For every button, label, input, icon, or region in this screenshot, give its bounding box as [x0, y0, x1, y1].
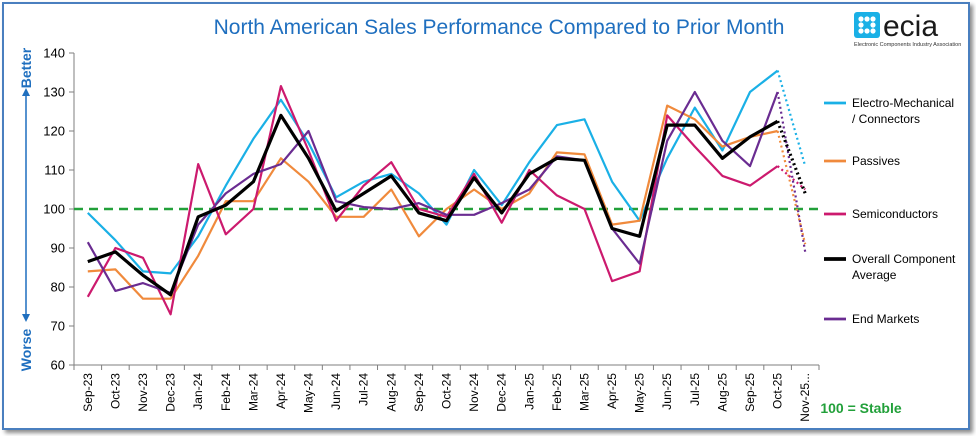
y-tick-label: 60	[51, 358, 65, 373]
x-tick-label: Feb-24	[219, 373, 233, 411]
x-tick-label: Jan-24	[191, 373, 205, 410]
x-tick-label: Nov-23	[136, 373, 150, 412]
y-tick-label: 110	[44, 163, 65, 178]
x-tick-label: Sep-23	[81, 373, 95, 412]
x-tick-label: Apr-25	[605, 373, 619, 409]
x-tick-label: Jun-25	[660, 373, 674, 410]
series-line-semis	[86, 84, 779, 316]
legend: Electro-Mechanical / Connectors Passives Se…	[824, 96, 956, 326]
better-label: Better	[18, 47, 34, 88]
line-chart: North American Sales Performance Compare…	[18, 10, 961, 422]
x-tick-label: Jul-24	[357, 373, 371, 406]
x-tick-label: Feb-25	[550, 373, 564, 411]
x-tick-labels: Sep-23 Oct-23 Nov-23 Dec-23 Jan-24 Feb-24 Mar-…	[81, 373, 812, 422]
series-line-endmarkets	[86, 90, 779, 294]
y-tick-label: 100	[43, 202, 65, 217]
chart-title: North American Sales Performance Compare…	[214, 16, 785, 39]
ecia-logo: ecia Electronic Components Industry Asso…	[854, 10, 961, 48]
x-tick-label: Mar-24	[246, 373, 260, 411]
x-tick-label: Jan-25	[522, 373, 536, 410]
y-tick-label: 70	[51, 319, 65, 334]
y-tick-labels: 60 70 80 90 100 110 120 130 140	[43, 46, 65, 373]
series-line-overall	[87, 113, 779, 297]
x-tick-label: Mar-25	[577, 373, 591, 411]
legend-label-electro: / Connectors	[852, 112, 920, 126]
x-tick-label: Sep-25	[743, 373, 757, 412]
x-tick-label: Dec-23	[164, 373, 178, 412]
x-tick-label: Nov-25...	[798, 373, 812, 422]
x-tick-label: Oct-24	[440, 373, 454, 409]
series-projection-electro	[776, 70, 807, 167]
legend-label-electro: Electro-Mechanical	[852, 96, 954, 110]
x-tick-label: Sep-24	[412, 373, 426, 412]
x-tick-label: Apr-24	[274, 373, 288, 409]
x-tick-label: Jul-25	[688, 373, 702, 406]
x-tick-label: Aug-25	[715, 373, 729, 412]
series-projection-semis	[776, 165, 806, 191]
legend-label-semis: Semiconductors	[852, 207, 938, 221]
logo-dots-icon	[854, 12, 880, 38]
logo-subtitle: Electronic Components Industry Associati…	[854, 42, 961, 48]
legend-label-overall: Average	[852, 268, 897, 282]
worse-label: Worse	[18, 329, 34, 372]
x-tick-label: May-25	[633, 373, 647, 413]
series-lines	[86, 69, 807, 316]
chart-frame: North American Sales Performance Compare…	[2, 2, 970, 430]
y-tick-label: 90	[51, 241, 65, 256]
series-projection-overall	[776, 120, 807, 194]
y-tick-label: 130	[43, 85, 65, 100]
x-tick-label: Jun-24	[329, 373, 343, 410]
x-tick-label: Dec-24	[495, 373, 509, 412]
series-line-passives	[87, 104, 778, 300]
y-tick-label: 80	[51, 280, 65, 295]
x-tick-label: Aug-24	[384, 373, 398, 412]
y-tick-label: 140	[43, 46, 65, 61]
x-tick-label: May-24	[302, 373, 316, 413]
x-tick-label: Nov-24	[467, 373, 481, 412]
x-tick-label: Oct-23	[108, 373, 122, 409]
legend-label-overall: Overall Component	[852, 252, 956, 266]
legend-label-passives: Passives	[852, 154, 900, 168]
logo-name: ecia	[883, 10, 938, 43]
stable-note: 100 = Stable	[820, 400, 902, 416]
series-projection-endmarkets	[776, 91, 807, 253]
legend-label-endmarkets: End Markets	[852, 312, 919, 326]
x-tick-label: Oct-25	[771, 373, 785, 409]
y-tick-label: 120	[43, 124, 65, 139]
direction-arrow-icon	[22, 88, 30, 322]
